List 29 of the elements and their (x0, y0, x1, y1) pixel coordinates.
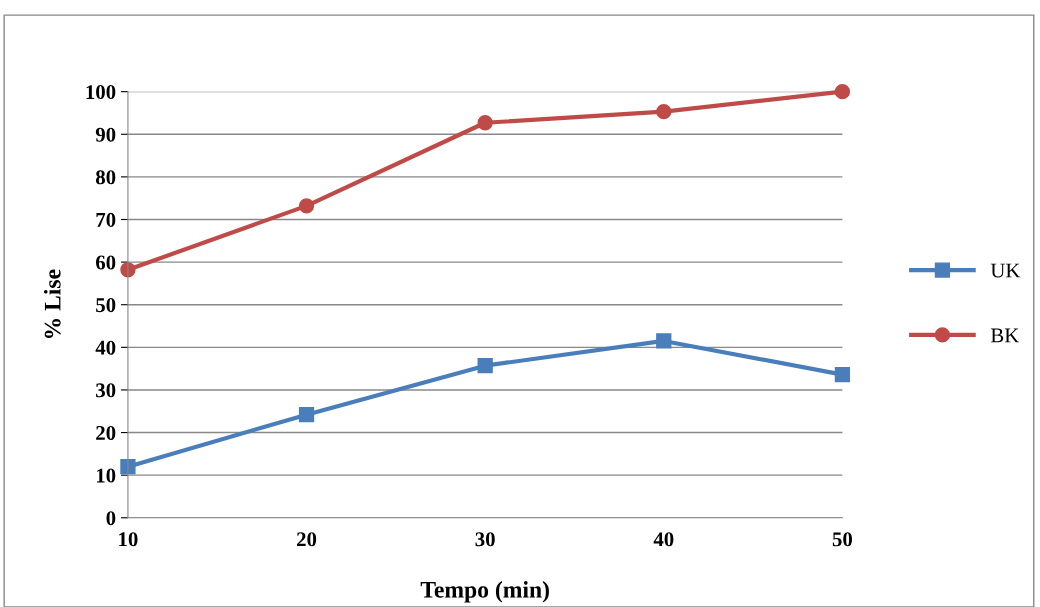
y-tick-label: 80 (95, 170, 116, 185)
point (298, 198, 315, 214)
x-tick-label: 50 (832, 532, 853, 547)
y-tick-label: 0 (106, 511, 116, 526)
y-tick-label: 30 (96, 383, 116, 398)
legend-label: BK (990, 328, 1020, 343)
x-axis-title: Tempo (min) (420, 581, 549, 603)
point (656, 333, 672, 349)
x-tick-label: 10 (119, 532, 138, 547)
y-tick-label: 40 (95, 340, 116, 355)
point (120, 458, 136, 475)
y-tick-label: 20 (96, 425, 116, 440)
y-axis-title: % Lise (44, 269, 61, 339)
x-tick-label: 40 (653, 532, 674, 547)
y-tick-label: 60 (95, 255, 116, 270)
x-tick-label: 30 (475, 532, 495, 547)
y-tick-label: 50 (96, 298, 116, 313)
point (477, 358, 493, 374)
y-tick-label: 70 (96, 212, 116, 227)
point (834, 84, 851, 100)
x-tick-label: 20 (297, 532, 317, 547)
y-tick-label: 90 (95, 127, 116, 142)
y-tick-label: 10 (96, 468, 116, 483)
point (477, 115, 493, 131)
point (656, 104, 672, 120)
point (298, 407, 315, 423)
point (834, 366, 851, 383)
legend-label: UK (990, 263, 1021, 278)
y-tick-label: 100 (86, 85, 116, 100)
